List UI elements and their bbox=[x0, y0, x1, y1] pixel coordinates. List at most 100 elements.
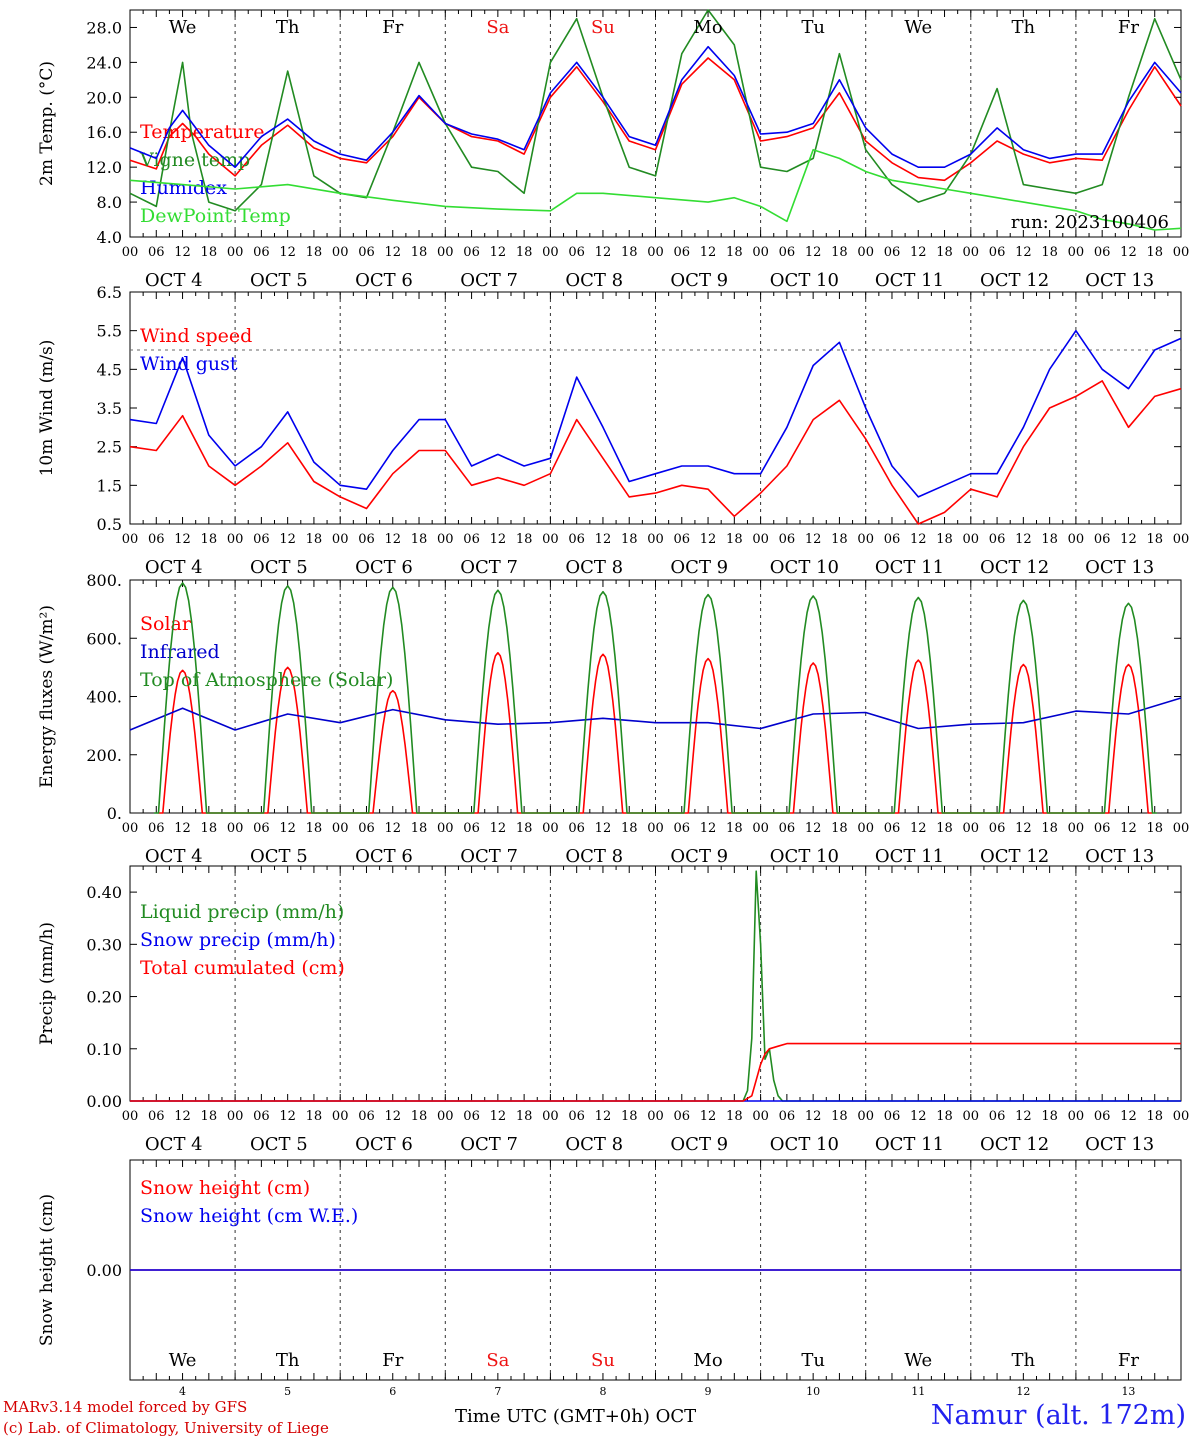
hour-label: 18 bbox=[621, 1109, 638, 1124]
hour-label: 18 bbox=[411, 821, 428, 836]
hour-label: 00 bbox=[122, 245, 139, 260]
hour-label: 12 bbox=[174, 1109, 191, 1124]
hour-label: 00 bbox=[963, 1109, 980, 1124]
hour-label: 00 bbox=[647, 1109, 664, 1124]
hour-label: 12 bbox=[174, 245, 191, 260]
legend-entry: Wind gust bbox=[140, 353, 238, 375]
hour-label: 12 bbox=[805, 1109, 822, 1124]
date-label: OCT 6 bbox=[355, 270, 413, 291]
hour-label: 06 bbox=[253, 532, 270, 547]
legend-entry: Snow height (cm W.E.) bbox=[140, 1205, 358, 1227]
day-number-label: 4 bbox=[179, 1385, 186, 1398]
date-label: OCT 13 bbox=[1085, 846, 1154, 867]
weekday-label: Th bbox=[276, 17, 300, 38]
hour-label: 12 bbox=[910, 532, 927, 547]
y-tick-label: 6.5 bbox=[97, 283, 122, 302]
hour-label: 18 bbox=[1041, 821, 1058, 836]
hour-label: 18 bbox=[1146, 1109, 1163, 1124]
legend-entry: Snow height (cm) bbox=[140, 1177, 310, 1199]
hour-label: 00 bbox=[1068, 821, 1085, 836]
date-label: OCT 10 bbox=[770, 846, 839, 867]
date-label: OCT 5 bbox=[250, 557, 308, 578]
hour-label: 06 bbox=[148, 821, 165, 836]
weekday-label: Su bbox=[591, 1350, 615, 1371]
date-label: OCT 12 bbox=[980, 557, 1049, 578]
hour-label: 00 bbox=[1068, 532, 1085, 547]
panel-5: 0.00 Snow height (cm) Snow height (cm) Snow… bbox=[37, 1159, 1182, 1398]
legend-entry: Snow precip (mm/h) bbox=[140, 929, 336, 951]
weekday-label: Th bbox=[276, 1350, 300, 1371]
date-label: OCT 5 bbox=[250, 846, 308, 867]
date-label: OCT 9 bbox=[670, 557, 728, 578]
date-label: OCT 7 bbox=[460, 1134, 518, 1155]
y-tick-label: 4.0 bbox=[97, 228, 122, 247]
day-number-label: 6 bbox=[389, 1385, 396, 1398]
station-label: Namur (alt. 172m) bbox=[930, 1400, 1186, 1431]
hour-label: 12 bbox=[595, 1109, 612, 1124]
hour-label: 00 bbox=[647, 821, 664, 836]
date-label: OCT 8 bbox=[565, 846, 623, 867]
y-tick-label: 0. bbox=[107, 804, 122, 823]
date-label: OCT 6 bbox=[355, 846, 413, 867]
hour-label: 00 bbox=[542, 1109, 559, 1124]
hour-label: 06 bbox=[148, 532, 165, 547]
weekday-label: Fr bbox=[382, 17, 403, 38]
model-credit: MARv3.14 model forced by GFS bbox=[3, 1398, 248, 1416]
hour-label: 18 bbox=[621, 245, 638, 260]
hour-label: 00 bbox=[963, 821, 980, 836]
series-line-3 bbox=[129, 45, 1182, 168]
hour-label: 18 bbox=[306, 821, 323, 836]
run-label: run: 2023100406 bbox=[1011, 212, 1169, 233]
hour-label: 18 bbox=[516, 821, 533, 836]
hour-label: 18 bbox=[936, 532, 953, 547]
y-tick-label: 0.40 bbox=[86, 883, 122, 902]
hour-label: 00 bbox=[857, 821, 874, 836]
date-label: OCT 13 bbox=[1085, 1134, 1154, 1155]
hour-label: 12 bbox=[595, 821, 612, 836]
date-label: OCT 8 bbox=[565, 1134, 623, 1155]
hour-label: 00 bbox=[752, 532, 769, 547]
y-tick-label: 200. bbox=[86, 746, 122, 765]
hour-label: 06 bbox=[779, 821, 796, 836]
hour-label: 06 bbox=[1094, 245, 1111, 260]
hour-label: 00 bbox=[437, 821, 454, 836]
y-tick-label: 24.0 bbox=[86, 53, 122, 72]
hour-label: 18 bbox=[831, 1109, 848, 1124]
hour-label: 18 bbox=[1041, 532, 1058, 547]
day-number-label: 10 bbox=[806, 1385, 820, 1398]
y-axis-label: Precip (mm/h) bbox=[37, 922, 57, 1045]
hour-label: 00 bbox=[542, 532, 559, 547]
hour-label: 00 bbox=[542, 821, 559, 836]
date-label: OCT 10 bbox=[770, 270, 839, 291]
y-tick-label: 400. bbox=[86, 688, 122, 707]
hour-label: 18 bbox=[831, 245, 848, 260]
hour-label: 12 bbox=[595, 245, 612, 260]
hour-label: 06 bbox=[463, 1109, 480, 1124]
y-tick-label: 8.0 bbox=[97, 193, 122, 212]
hour-label: 18 bbox=[1146, 821, 1163, 836]
hour-label: 06 bbox=[568, 1109, 585, 1124]
date-label: OCT 10 bbox=[770, 557, 839, 578]
y-tick-label: 2.5 bbox=[97, 438, 122, 457]
hour-label: 00 bbox=[963, 532, 980, 547]
series-line-3 bbox=[130, 1042, 1181, 1102]
hour-label: 12 bbox=[1120, 821, 1137, 836]
weekday-label: Fr bbox=[1118, 17, 1139, 38]
hour-label: 00 bbox=[1173, 532, 1190, 547]
hour-label: 12 bbox=[279, 1109, 296, 1124]
hour-label: 12 bbox=[490, 245, 507, 260]
hour-label: 06 bbox=[358, 532, 375, 547]
y-tick-label: 1.5 bbox=[97, 476, 122, 495]
hour-label: 18 bbox=[726, 821, 743, 836]
date-label: OCT 8 bbox=[565, 270, 623, 291]
hour-label: 00 bbox=[1068, 1109, 1085, 1124]
date-label: OCT 4 bbox=[145, 846, 203, 867]
legend-entry: Top of Atmosphere (Solar) bbox=[140, 669, 393, 691]
day-number-label: 9 bbox=[705, 1385, 712, 1398]
hour-label: 12 bbox=[700, 821, 717, 836]
hour-label: 06 bbox=[884, 1109, 901, 1124]
series-line-1 bbox=[129, 57, 1182, 182]
hour-label: 18 bbox=[1041, 1109, 1058, 1124]
hour-label: 06 bbox=[779, 532, 796, 547]
hour-label: 12 bbox=[1015, 821, 1032, 836]
